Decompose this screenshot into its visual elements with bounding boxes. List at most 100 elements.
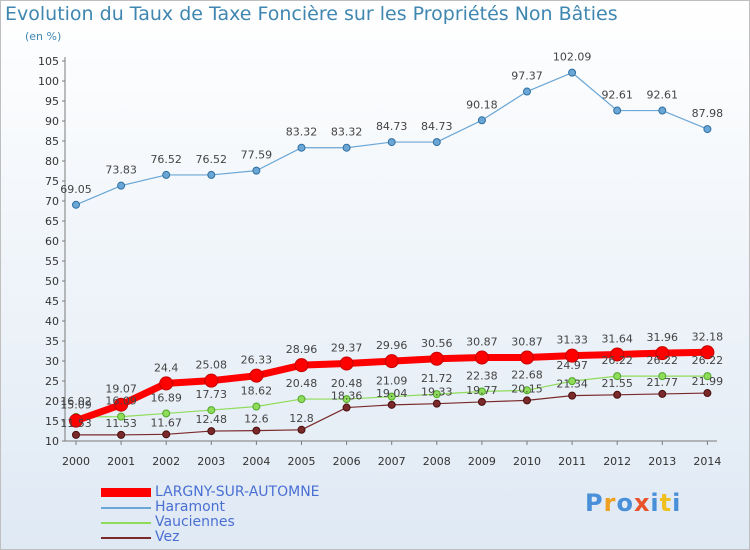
y-tick-label-95: 95 <box>45 95 59 108</box>
data-label-vauciennes-2006: 20.48 <box>331 377 363 390</box>
x-tick-label-2004: 2004 <box>242 455 270 468</box>
data-label-vez-2006: 18.36 <box>331 390 363 403</box>
point-vauciennes-2007 <box>387 392 396 401</box>
x-tick-label-2000: 2000 <box>62 455 90 468</box>
point-haramont-2013 <box>658 106 667 115</box>
point-largny-2000 <box>69 413 83 428</box>
data-label-largny-2002: 24.4 <box>154 361 179 374</box>
point-largny-2014 <box>700 345 715 360</box>
y-tick-label-80: 80 <box>45 155 59 168</box>
data-label-haramont-2013: 92.61 <box>647 89 679 102</box>
y-tick-label-75: 75 <box>45 175 59 188</box>
data-label-vez-2004: 12.6 <box>244 413 269 426</box>
data-label-vez-2013: 21.77 <box>647 376 679 389</box>
point-vez-2000 <box>72 430 80 439</box>
data-label-vez-2000: 11.53 <box>60 417 92 430</box>
y-tick-label-10: 10 <box>45 435 59 448</box>
data-label-largny-2009: 30.87 <box>466 336 498 349</box>
y-tick-label-50: 50 <box>45 275 59 288</box>
legend-item-haramont: Haramont <box>101 500 320 515</box>
data-label-largny-2014: 32.18 <box>692 330 724 343</box>
data-label-vez-2001: 11.53 <box>105 417 137 430</box>
data-label-vauciennes-2000: 16.02 <box>60 395 92 408</box>
legend: LARGNY-SUR-AUTOMNE Haramont Vauciennes V… <box>101 485 320 545</box>
point-haramont-2004 <box>252 166 261 175</box>
data-label-vez-2002: 11.67 <box>150 416 182 429</box>
legend-label-largny: LARGNY-SUR-AUTOMNE <box>155 484 320 500</box>
data-label-haramont-2004: 77.59 <box>241 149 273 162</box>
point-largny-2008 <box>429 351 444 366</box>
point-vez-2002 <box>162 430 171 439</box>
y-tick-label-45: 45 <box>45 295 59 308</box>
data-label-largny-2005: 28.96 <box>286 343 318 356</box>
data-label-haramont-2007: 84.73 <box>376 120 408 133</box>
data-label-largny-2004: 26.33 <box>241 354 273 367</box>
point-vez-2011 <box>568 391 577 400</box>
point-largny-2003 <box>204 373 219 388</box>
data-label-haramont-2010: 97.37 <box>511 70 543 83</box>
x-tick-label-2006: 2006 <box>333 455 361 468</box>
legend-item-vez: Vez <box>101 530 320 545</box>
point-vez-2007 <box>387 400 396 409</box>
point-haramont-2000 <box>72 200 80 209</box>
y-tick-label-55: 55 <box>45 255 59 268</box>
point-haramont-2007 <box>387 138 396 147</box>
x-tick-label-2002: 2002 <box>152 455 180 468</box>
data-label-vez-2007: 19.04 <box>376 387 408 400</box>
point-largny-2009 <box>474 350 489 365</box>
point-largny-2002 <box>159 376 174 391</box>
y-tick-label-40: 40 <box>45 315 59 328</box>
point-haramont-2009 <box>477 116 486 125</box>
point-largny-2005 <box>294 358 309 373</box>
data-label-haramont-2011: 102.09 <box>553 51 592 64</box>
point-haramont-2010 <box>523 87 531 96</box>
y-tick-label-70: 70 <box>45 195 59 208</box>
data-label-vauciennes-2003: 17.73 <box>196 388 228 401</box>
y-tick-label-60: 60 <box>45 235 59 248</box>
point-vauciennes-2003 <box>207 406 216 415</box>
data-label-vez-2009: 19.77 <box>466 384 498 397</box>
data-label-vez-2010: 20.15 <box>511 382 543 395</box>
data-label-haramont-2000: 69.05 <box>60 183 92 196</box>
data-label-vauciennes-2011: 24.97 <box>556 359 588 372</box>
point-haramont-2002 <box>162 170 171 179</box>
data-label-haramont-2014: 87.98 <box>692 107 724 120</box>
x-tick-label-2007: 2007 <box>378 455 406 468</box>
x-tick-label-2005: 2005 <box>288 455 316 468</box>
point-haramont-2006 <box>342 143 351 152</box>
point-haramont-2001 <box>117 181 126 190</box>
data-label-vez-2005: 12.8 <box>289 412 314 425</box>
data-label-largny-2000: 15.09 <box>60 399 92 412</box>
data-label-haramont-2006: 83.32 <box>331 126 363 139</box>
point-haramont-2005 <box>297 143 306 152</box>
data-label-vauciennes-2012: 26.22 <box>601 354 633 367</box>
point-vez-2001 <box>117 430 126 439</box>
point-largny-2006 <box>339 356 354 371</box>
data-label-largny-2003: 25.08 <box>196 359 228 372</box>
data-label-vez-2003: 12.48 <box>196 413 228 426</box>
y-tick-label-65: 65 <box>45 215 59 228</box>
data-label-haramont-2005: 83.32 <box>286 126 318 139</box>
data-label-haramont-2002: 76.52 <box>150 153 182 166</box>
y-tick-label-20: 20 <box>45 395 59 408</box>
point-vez-2009 <box>477 397 486 406</box>
legend-swatch-haramont <box>101 506 151 509</box>
y-tick-label-25: 25 <box>45 375 59 388</box>
data-label-vauciennes-2014: 26.22 <box>692 354 724 367</box>
x-tick-label-2003: 2003 <box>197 455 225 468</box>
chart-title: Evolution du Taux de Taxe Foncière sur l… <box>5 3 618 25</box>
x-tick-label-2014: 2014 <box>693 455 721 468</box>
data-label-vez-2008: 19.33 <box>421 386 453 399</box>
data-label-largny-2013: 31.96 <box>647 331 679 344</box>
chart-unit-label: (en %) <box>25 30 62 43</box>
point-largny-2001 <box>114 397 129 412</box>
data-label-vauciennes-2001: 16.09 <box>105 395 137 408</box>
point-vauciennes-2012 <box>613 372 622 381</box>
data-label-largny-2006: 29.37 <box>331 342 363 355</box>
data-label-vauciennes-2007: 21.09 <box>376 375 408 388</box>
legend-item-vauciennes: Vauciennes <box>101 515 320 530</box>
y-tick-label-100: 100 <box>38 75 59 88</box>
legend-label-vez: Vez <box>155 529 180 545</box>
